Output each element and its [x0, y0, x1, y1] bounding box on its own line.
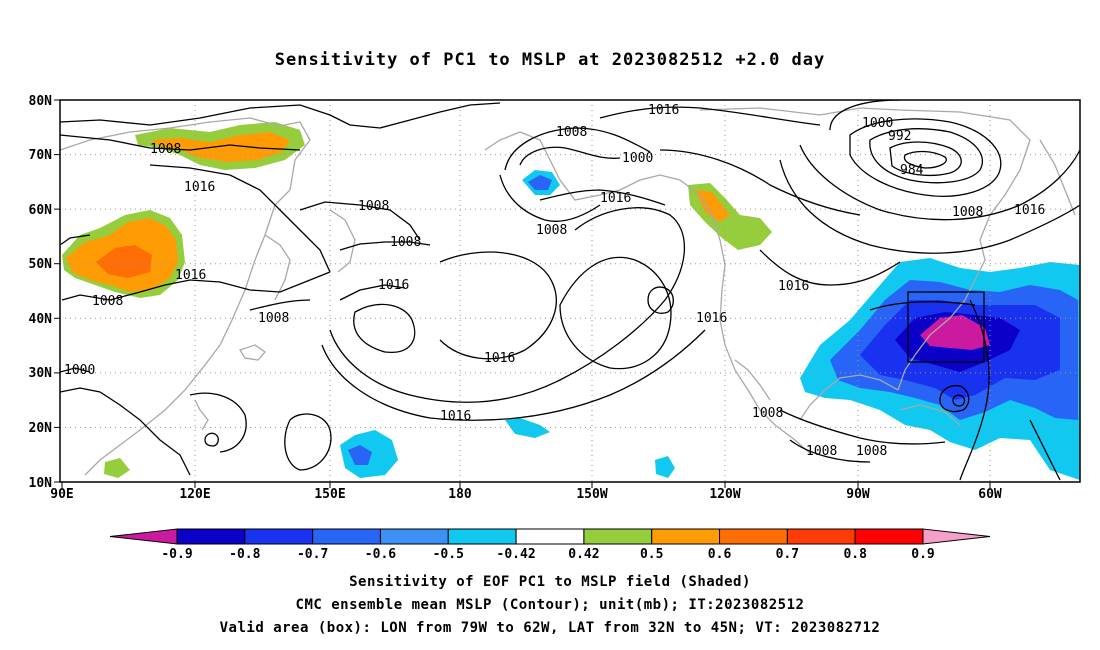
shade-mexico-blob	[655, 456, 675, 478]
colorbar-label: -0.42	[497, 547, 536, 562]
lon-tick-label: 90E	[50, 487, 73, 502]
colorbar-label: 0.8	[843, 547, 867, 562]
lat-tick-label: 70N	[29, 148, 53, 163]
colorbar-end-high	[922, 528, 991, 545]
contour-label: 984	[900, 163, 924, 178]
colorbar-segment	[312, 528, 381, 545]
colorbar-label: 0.5	[640, 547, 663, 562]
graticule	[60, 100, 1080, 482]
contour-label: 1008	[536, 223, 567, 238]
contour-label: 1016	[600, 191, 631, 206]
contour-label: 1000	[862, 116, 893, 131]
contour-label: 1016	[440, 409, 471, 424]
colorbar-segment	[651, 528, 721, 545]
caption-line-2: CMC ensemble mean MSLP (Contour); unit(m…	[295, 597, 805, 613]
colorbar-segment	[583, 528, 653, 545]
lon-tick-label: 150E	[314, 487, 345, 502]
colorbar-segment	[515, 528, 585, 545]
caption-line-1: Sensitivity of EOF PC1 to MSLP field (Sh…	[349, 574, 751, 590]
map-frame	[59, 99, 1081, 483]
colorbar-end-low	[109, 528, 178, 545]
colorbar-label: 0.42	[568, 547, 599, 562]
lon-tick-label: 150W	[576, 487, 607, 502]
map-title: Sensitivity of PC1 to MSLP at 2023082512…	[274, 50, 826, 70]
lat-tick-label: 10N	[29, 476, 53, 491]
contour-label: 1016	[648, 103, 679, 118]
contour-label: 1008	[92, 294, 123, 309]
colorbar-segment	[244, 528, 314, 545]
shade-pacific-blob-inner	[528, 175, 552, 190]
contour-label: 1016	[175, 268, 206, 283]
lat-tick-label: 30N	[29, 366, 53, 381]
colorbar-label: -0.6	[365, 547, 396, 562]
contour-label: 1008	[390, 235, 421, 250]
contour-label: 1016	[184, 180, 215, 195]
shaded-sensitivity	[62, 122, 1080, 480]
contour-label: 1016	[378, 278, 409, 293]
shade-asia-darkorange	[96, 245, 152, 278]
contour-label: 1016	[484, 351, 515, 366]
lon-tick-label: 120W	[709, 487, 740, 502]
colorbar-segment	[176, 528, 246, 545]
lon-tick-label: 90W	[846, 487, 870, 502]
contour-label: 1016	[1014, 203, 1045, 218]
contour-label: 1008	[806, 444, 837, 459]
lat-tick-label: 40N	[29, 312, 53, 327]
lon-tick-label: 60W	[978, 487, 1002, 502]
contour-label: 1000	[622, 151, 653, 166]
latitude-axis: 80N 70N 60N 50N 40N 30N 20N 10N	[29, 94, 60, 491]
colorbar-label: -0.9	[161, 547, 192, 562]
colorbar-label: -0.5	[433, 547, 464, 562]
contour-label: 1016	[696, 311, 727, 326]
colorbar-segment	[719, 528, 788, 545]
longitude-axis: 90E 120E 150E 180 150W 120W 90W 60W	[50, 482, 1002, 502]
contour-label: 1008	[258, 311, 289, 326]
colorbar-segment	[786, 528, 856, 545]
contour-label: 1008	[556, 125, 587, 140]
contour-label: 1000	[64, 363, 95, 378]
colorbar-segment	[447, 528, 517, 545]
colorbar-segment	[854, 528, 924, 545]
lat-tick-label: 20N	[29, 421, 53, 436]
caption-line-3: Valid area (box): LON from 79W to 62W, L…	[219, 620, 881, 636]
colorbar-segment	[379, 528, 449, 545]
colorbar-label: -0.8	[229, 547, 260, 562]
contour-label: 992	[888, 129, 911, 144]
valid-area-box	[907, 291, 985, 363]
shade-westpac-blob-inner	[348, 445, 372, 465]
lat-tick-label: 60N	[29, 203, 53, 218]
shade-atlantic-magenta	[920, 315, 990, 350]
contour-label-layer: 1016 1008 1000 1008 1016 1000 992 984 10…	[64, 103, 1045, 459]
colorbar-label: 0.6	[708, 547, 732, 562]
lat-tick-label: 80N	[29, 94, 53, 109]
shade-indochina-blob	[104, 458, 130, 478]
contour-label: 1008	[150, 142, 181, 157]
contour-label: 1008	[952, 205, 983, 220]
contour-label: 1008	[856, 444, 887, 459]
lat-tick-label: 50N	[29, 257, 53, 272]
contour-label: 1008	[752, 406, 783, 421]
contour-label: 1008	[358, 199, 389, 214]
colorbar: -0.9 -0.8 -0.7 -0.6 -0.5 -0.42 0.42 0.5 0.6 0.7 0.…	[109, 528, 991, 562]
colorbar-label: 0.9	[911, 547, 934, 562]
contour-label: 1016	[778, 279, 809, 294]
shade-hawaii-blob	[505, 418, 550, 438]
shade-nwamerica-orange	[695, 190, 730, 222]
lon-tick-label: 120E	[179, 487, 210, 502]
lon-tick-label: 180	[448, 487, 472, 502]
colorbar-label: 0.7	[776, 547, 799, 562]
colorbar-label: -0.7	[297, 547, 328, 562]
